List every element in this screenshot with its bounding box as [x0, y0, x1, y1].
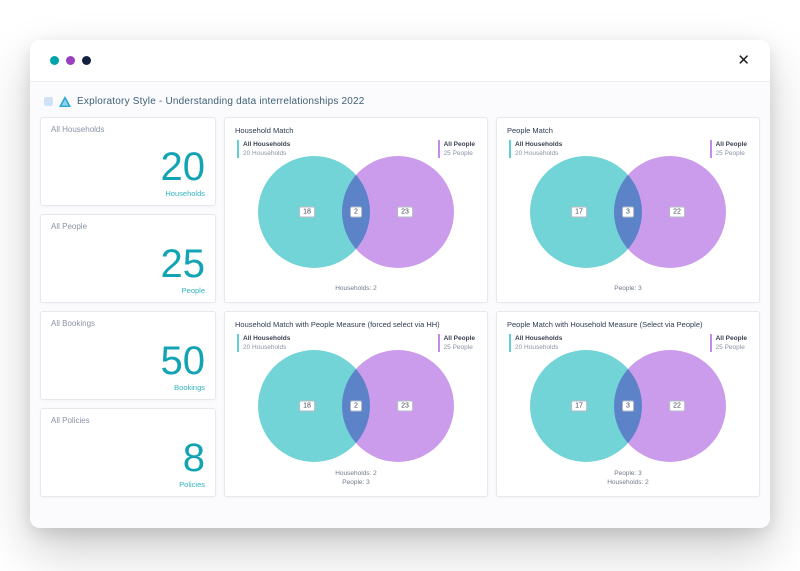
- venn-diagram: 18 2 23: [258, 153, 454, 271]
- chart-title: People Match with Household Measure (Sel…: [507, 320, 703, 329]
- caption-line: People: 3: [614, 285, 642, 293]
- venn-right-value: 22: [669, 206, 685, 218]
- kpi-value: 25: [160, 242, 206, 286]
- chart-caption: People: 3 Households: 2: [497, 469, 759, 489]
- venn-diagram: 18 2 23: [258, 347, 454, 465]
- kpi-unit: Bookings: [174, 383, 205, 392]
- legend-name: All People: [715, 335, 747, 342]
- legend-sub: 25 People: [715, 150, 745, 158]
- legend-left: All Households 20 Households: [237, 334, 291, 353]
- kpi-value: 50: [160, 339, 206, 383]
- venn-right-value: 23: [397, 206, 413, 218]
- kpi-column: All Households 20 Households All People …: [40, 117, 216, 497]
- chart-grid: Household Match All Households 20 Househ…: [224, 117, 760, 497]
- kpi-unit: Policies: [179, 480, 205, 489]
- kpi-card-people[interactable]: All People 25 People: [40, 214, 216, 303]
- legend-right: All People 25 People: [709, 334, 747, 353]
- legend-name: All People: [715, 141, 747, 148]
- legend-left: All Households 20 Households: [509, 334, 563, 353]
- caption-line: People: 3: [342, 479, 370, 487]
- chart-caption: Households: 2: [225, 284, 487, 294]
- panel-toggle-icon[interactable]: [44, 97, 53, 106]
- legend-name: All Households: [243, 335, 291, 342]
- chart-caption: Households: 2 People: 3: [225, 469, 487, 489]
- kpi-value: 20: [160, 145, 206, 189]
- window-dot-teal-icon[interactable]: [50, 56, 59, 65]
- legend-right: All People 25 People: [709, 140, 747, 159]
- venn-left-value: 17: [571, 400, 587, 412]
- chart-title: Household Match: [235, 126, 294, 135]
- kpi-title: All Policies: [51, 416, 90, 425]
- legend-sub: 25 People: [715, 344, 745, 352]
- venn-left-value: 18: [299, 206, 315, 218]
- legend-name: All Households: [515, 141, 563, 148]
- legend-sub: 25 People: [443, 150, 473, 158]
- dashboard-content: Exploratory Style - Understanding data i…: [30, 82, 770, 528]
- legend-name: All People: [443, 141, 475, 148]
- window-dot-purple-icon[interactable]: [66, 56, 75, 65]
- kpi-unit: People: [181, 286, 205, 295]
- venn-card-household-match: Household Match All Households 20 Househ…: [224, 117, 488, 303]
- venn-card-household-match-people-measure: Household Match with People Measure (for…: [224, 311, 488, 497]
- page-title: Exploratory Style - Understanding data i…: [77, 96, 365, 107]
- legend-right: All People 25 People: [437, 140, 475, 159]
- caption-line: Households: 2: [335, 285, 377, 293]
- dashboard-layout: All Households 20 Households All People …: [40, 117, 760, 497]
- caption-line: People: 3: [614, 469, 642, 477]
- kpi-title: All Households: [51, 125, 105, 134]
- venn-overlap-value: 2: [350, 400, 362, 412]
- dashboard-header: Exploratory Style - Understanding data i…: [44, 96, 758, 107]
- legend-name: All Households: [243, 141, 291, 148]
- venn-right-value: 22: [669, 400, 685, 412]
- venn-left-value: 17: [571, 206, 587, 218]
- venn-card-people-match-household-measure: People Match with Household Measure (Sel…: [496, 311, 760, 497]
- chart-title: People Match: [507, 126, 553, 135]
- venn-diagram: 17 3 22: [530, 153, 726, 271]
- close-icon[interactable]: ✕: [737, 52, 750, 69]
- legend-sub: 20 Households: [243, 150, 287, 158]
- kpi-card-households[interactable]: All Households 20 Households: [40, 117, 216, 206]
- venn-overlap-value: 3: [622, 400, 634, 412]
- window-titlebar: ✕: [30, 40, 770, 82]
- window-dot-dark-icon[interactable]: [82, 56, 91, 65]
- chart-title: Household Match with People Measure (for…: [235, 320, 440, 329]
- legend-sub: 20 Households: [515, 344, 559, 352]
- kpi-title: All People: [51, 222, 88, 231]
- venn-right-value: 23: [397, 400, 413, 412]
- legend-right: All People 25 People: [437, 334, 475, 353]
- logo-triangle-icon: [59, 96, 71, 107]
- kpi-card-policies[interactable]: All Policies 8 Policies: [40, 408, 216, 497]
- kpi-card-bookings[interactable]: All Bookings 50 Bookings: [40, 311, 216, 400]
- kpi-title: All Bookings: [51, 319, 96, 328]
- caption-line: Households: 2: [335, 469, 377, 477]
- legend-sub: 25 People: [443, 344, 473, 352]
- legend-left: All Households 20 Households: [509, 140, 563, 159]
- kpi-value: 8: [182, 436, 205, 480]
- venn-overlap-value: 2: [350, 206, 362, 218]
- venn-card-people-match: People Match All Households 20 Household…: [496, 117, 760, 303]
- legend-sub: 20 Households: [515, 150, 559, 158]
- caption-line: Households: 2: [607, 479, 649, 487]
- venn-overlap-value: 3: [622, 206, 634, 218]
- venn-left-value: 18: [299, 400, 315, 412]
- chart-caption: People: 3: [497, 284, 759, 294]
- legend-name: All People: [443, 335, 475, 342]
- legend-sub: 20 Households: [243, 344, 287, 352]
- venn-diagram: 17 3 22: [530, 347, 726, 465]
- legend-name: All Households: [515, 335, 563, 342]
- kpi-unit: Households: [165, 189, 205, 198]
- app-window: ✕ Exploratory Style - Understanding data…: [30, 40, 770, 528]
- legend-left: All Households 20 Households: [237, 140, 291, 159]
